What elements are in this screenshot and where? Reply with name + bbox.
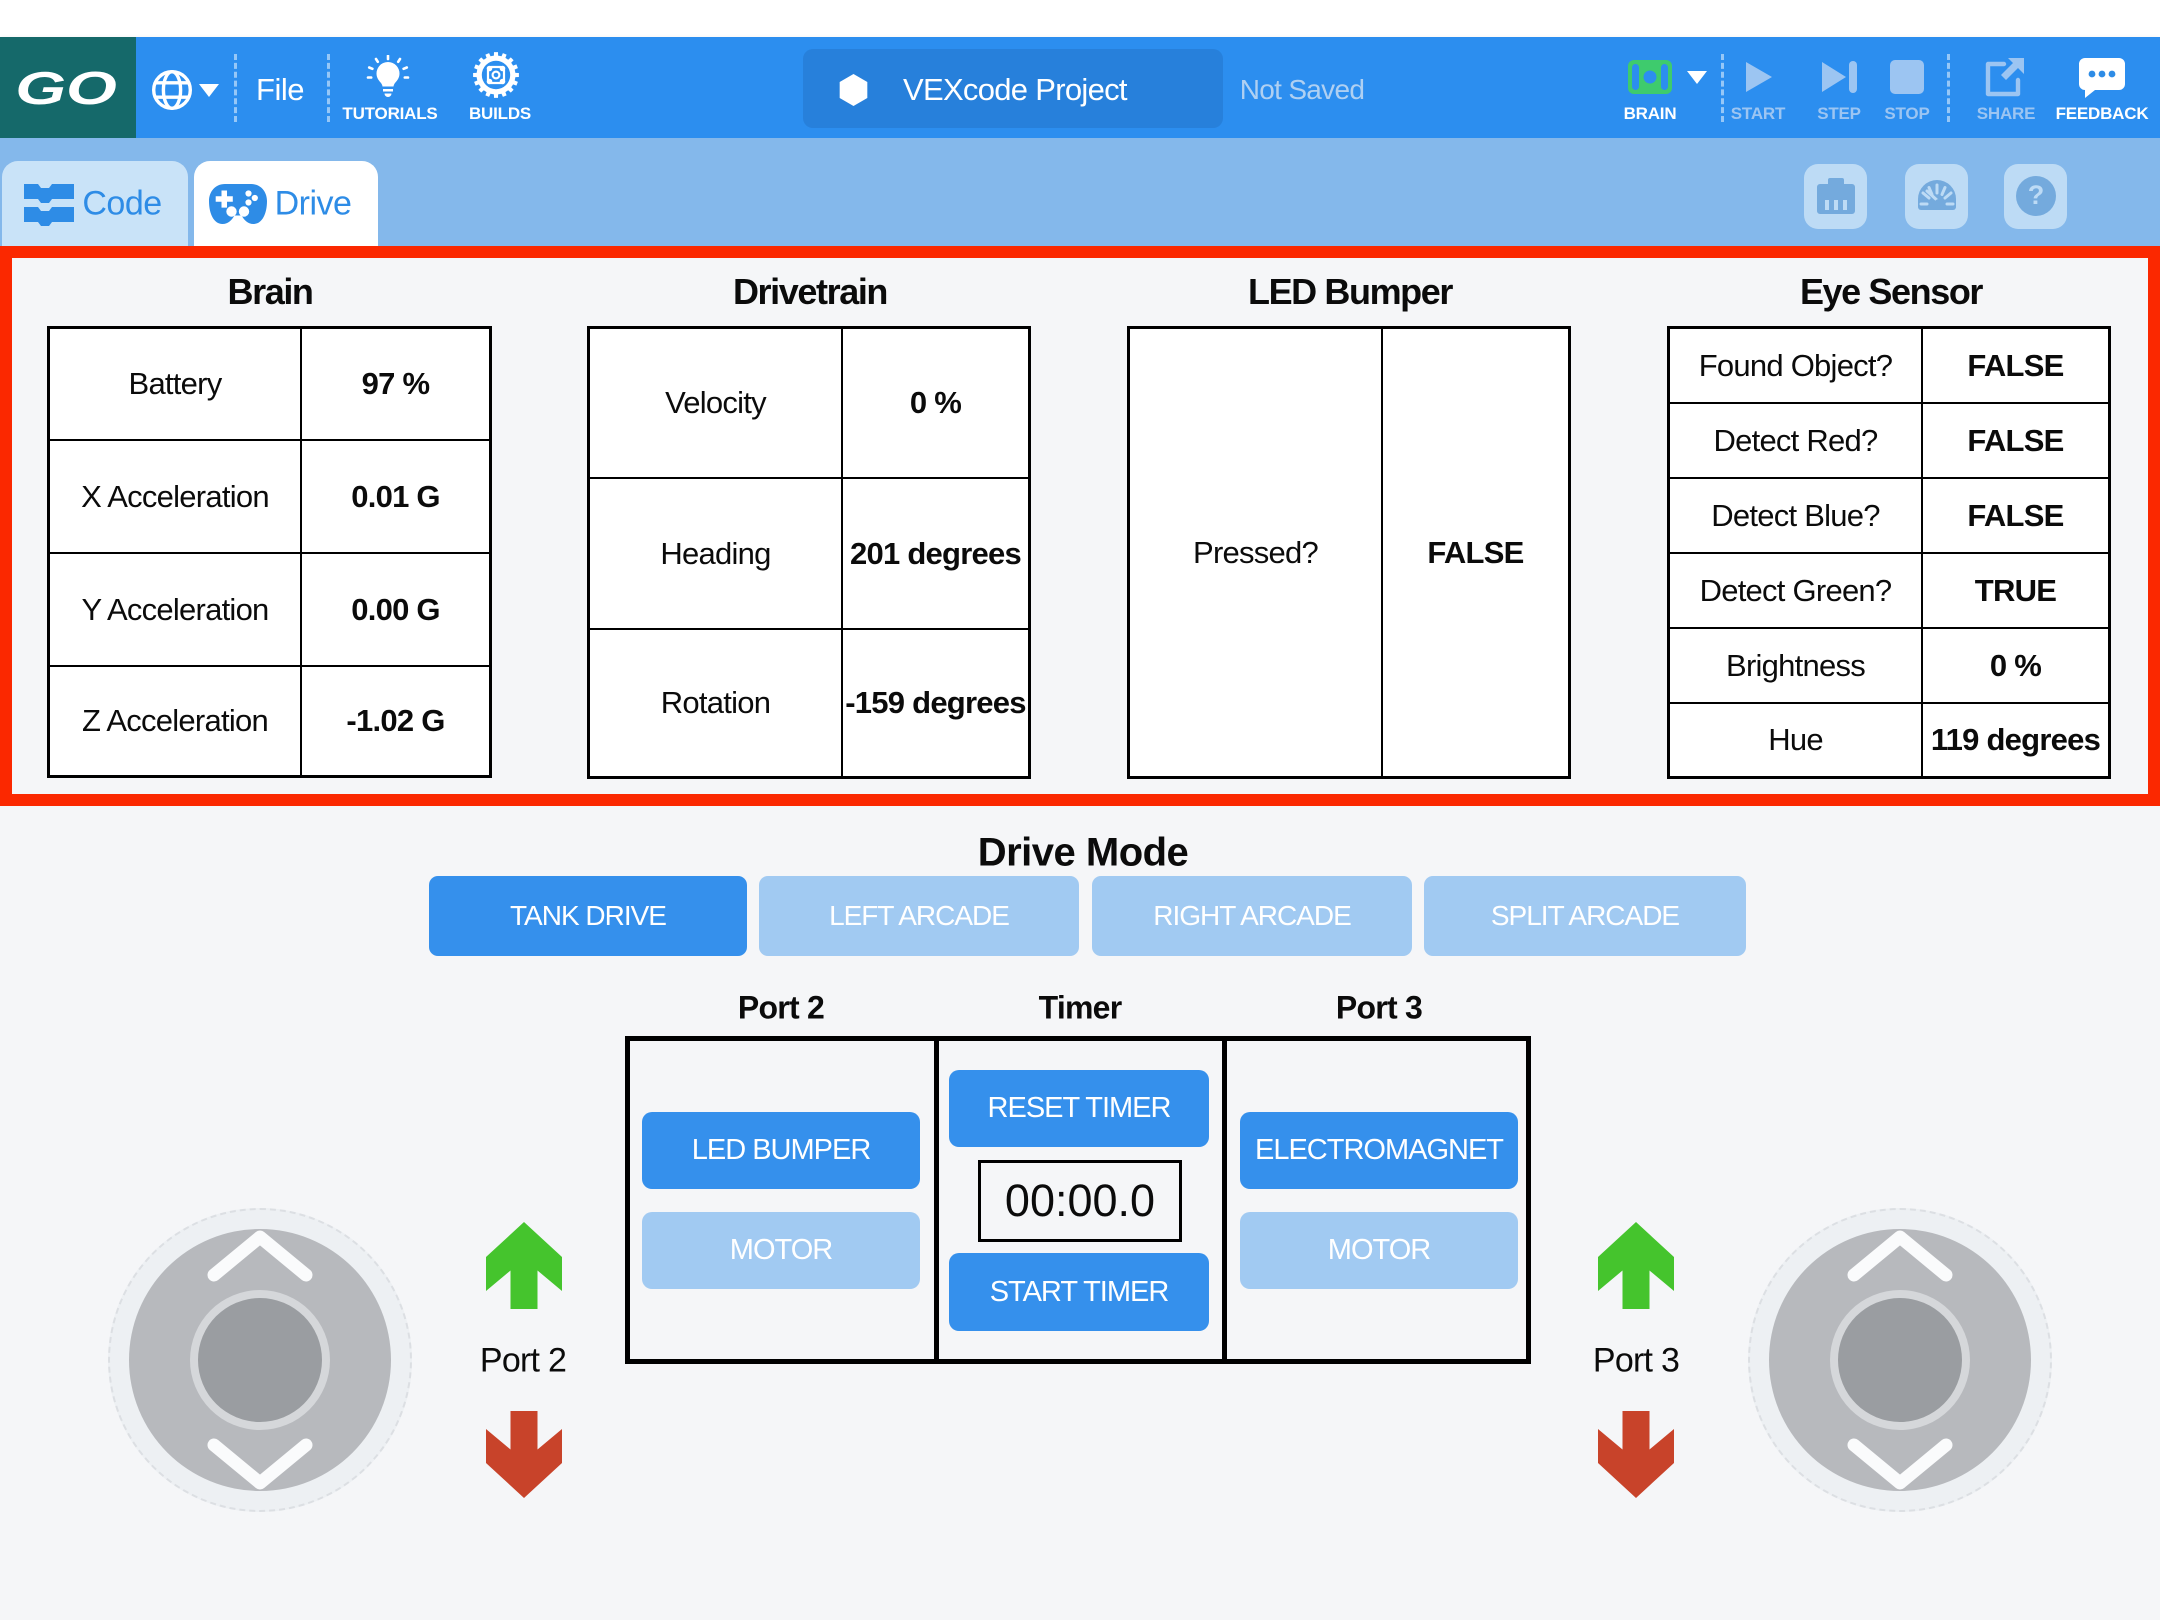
- svg-text:?: ?: [2028, 180, 2045, 210]
